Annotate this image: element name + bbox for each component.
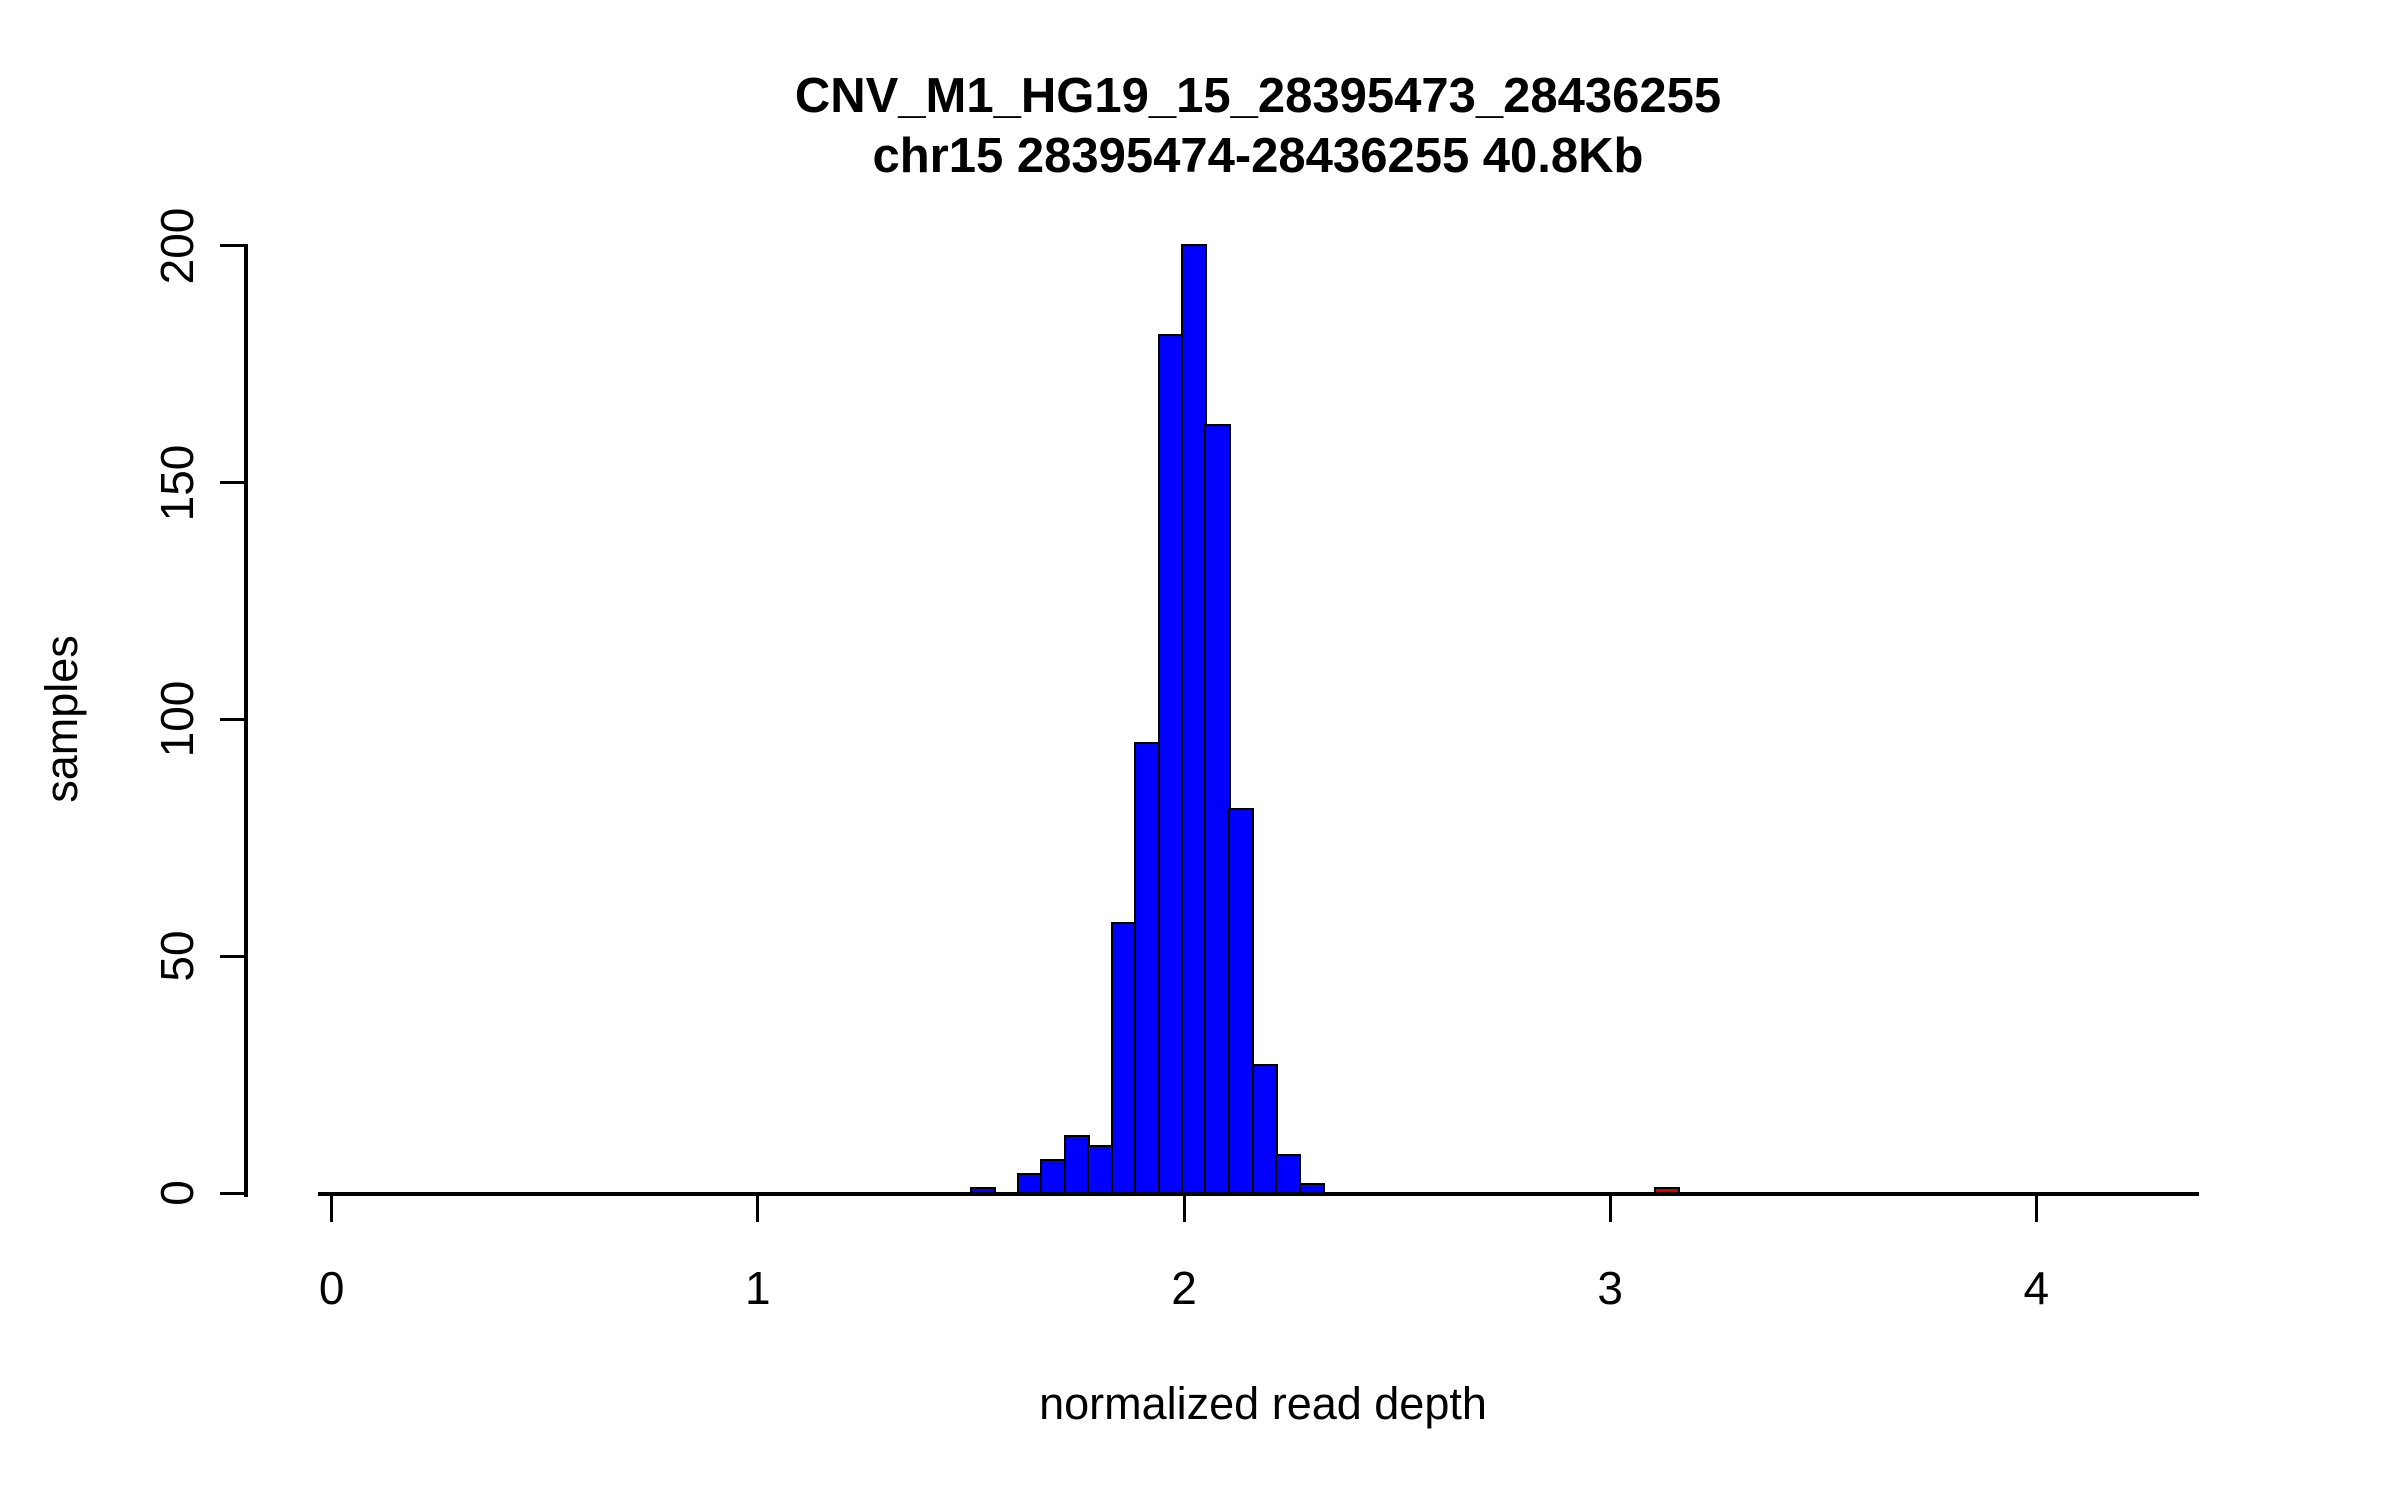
histogram-bar: [1063, 1135, 1090, 1196]
y-tick-label: 200: [151, 207, 203, 285]
y-tick: [220, 1191, 246, 1196]
y-tick: [220, 480, 246, 485]
y-axis-label: samples: [36, 635, 87, 803]
histogram-bar: [1110, 921, 1137, 1196]
x-tick-label: 4: [2023, 1262, 2050, 1314]
histogram-bar: [1251, 1064, 1278, 1196]
histogram-bar: [1228, 808, 1255, 1196]
x-axis-line: [318, 1192, 2200, 1196]
histogram-bar: [1275, 1154, 1302, 1196]
y-tick: [220, 717, 246, 722]
histogram-bar: [1039, 1158, 1067, 1196]
x-tick: [756, 1194, 760, 1222]
y-tick: [220, 243, 246, 248]
y-tick-label: 150: [151, 444, 203, 521]
chart-subtitle: chr15 28395474-28436255 40.8Kb: [872, 129, 1644, 183]
chart-title: CNV_M1_HG19_15_28395473_28436255: [794, 69, 1722, 123]
x-tick: [1608, 1194, 1612, 1222]
x-tick-label: 1: [745, 1262, 771, 1314]
x-axis-label: normalized read depth: [1039, 1378, 1487, 1429]
y-tick: [220, 954, 246, 959]
x-tick-label: 2: [1171, 1262, 1197, 1314]
histogram-bar: [1087, 1144, 1114, 1196]
histogram-bar: [1204, 424, 1231, 1196]
y-tick-label: 0: [151, 1180, 203, 1207]
histogram-bar: [1134, 741, 1161, 1196]
x-tick: [1182, 1194, 1186, 1222]
x-tick-label: 0: [318, 1262, 345, 1314]
x-tick: [330, 1194, 334, 1222]
histogram-bar: [1157, 334, 1184, 1196]
x-tick: [2034, 1194, 2038, 1222]
histogram-bar: [1181, 244, 1207, 1196]
y-tick-label: 100: [151, 681, 203, 758]
y-tick-label: 50: [151, 930, 203, 982]
x-tick-label: 3: [1597, 1262, 1623, 1314]
